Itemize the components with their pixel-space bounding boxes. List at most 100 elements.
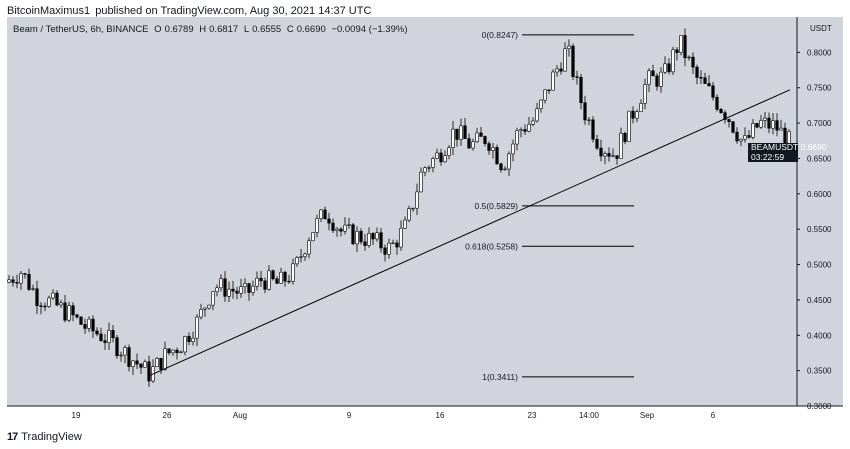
candle-body — [591, 119, 595, 140]
tradingview-logo-icon[interactable]: 17 — [7, 431, 18, 443]
x-tick-label: 14:00 — [579, 411, 600, 420]
candle-body — [239, 286, 243, 294]
candle — [639, 99, 643, 112]
candle — [167, 348, 171, 356]
y-tick-label: 0.5500 — [807, 225, 832, 234]
candle — [547, 89, 551, 95]
candle — [27, 268, 31, 291]
candle — [479, 126, 483, 137]
symbol-name[interactable]: Beam / TetherUS, 6h, BINANCE — [13, 24, 149, 35]
candle-body — [11, 279, 15, 283]
candle-body — [67, 305, 71, 321]
candle — [307, 237, 311, 259]
candle-body — [327, 218, 331, 224]
candle — [671, 46, 675, 76]
high-value: 0.6817 — [209, 24, 239, 35]
candle — [335, 227, 339, 237]
candle-body — [643, 84, 647, 104]
candle — [107, 322, 111, 350]
candle-body — [7, 279, 11, 283]
price-axis-background — [797, 17, 843, 406]
candle — [411, 207, 415, 212]
candle — [495, 144, 499, 165]
candle-body — [43, 305, 47, 308]
candle-body — [355, 230, 359, 245]
candle-body — [311, 232, 315, 242]
candle — [371, 232, 375, 245]
last-price-tag: BEAMUSDT 0.6690 03:22:59 — [748, 142, 827, 162]
candle-body — [51, 292, 55, 299]
candle-body — [743, 135, 747, 140]
candle-body — [583, 102, 587, 121]
candle — [751, 118, 755, 140]
candle-body — [687, 56, 691, 59]
candle — [531, 117, 535, 127]
candle — [347, 217, 351, 229]
candle — [315, 214, 319, 238]
candle-body — [123, 347, 127, 356]
candle-body — [115, 337, 119, 357]
candle-body — [631, 110, 635, 119]
candle — [63, 294, 67, 323]
candle-body — [611, 155, 615, 157]
candle — [127, 344, 131, 372]
candle — [279, 267, 283, 284]
brand-name[interactable]: TradingView — [21, 431, 82, 443]
author-name[interactable]: BitcoinMaximus1 — [7, 5, 91, 17]
candle — [635, 109, 639, 123]
candle — [579, 74, 583, 110]
candle — [507, 151, 511, 176]
candle-body — [111, 330, 115, 339]
candle — [175, 347, 179, 360]
candle-body — [183, 336, 187, 353]
candle-body — [703, 77, 707, 84]
candle — [283, 270, 287, 287]
candle — [691, 52, 695, 75]
candle-body — [647, 70, 651, 85]
candle-body — [735, 131, 739, 142]
candle-body — [275, 278, 279, 284]
candle-body — [251, 285, 255, 293]
candle-body — [367, 233, 371, 246]
tag-price: 0.6690 — [800, 142, 827, 152]
candle — [571, 43, 575, 80]
high-label: H — [199, 24, 207, 35]
candle — [623, 131, 627, 145]
candle — [567, 39, 571, 57]
candle — [563, 42, 567, 72]
candle — [19, 271, 23, 290]
candle — [483, 135, 487, 147]
candle-body — [555, 68, 559, 73]
candle-body — [15, 282, 19, 284]
candle-body — [119, 354, 123, 357]
published-text: published on TradingView.com, Aug 30, 20… — [95, 5, 372, 17]
candle — [703, 72, 707, 84]
x-tick-label: 9 — [347, 411, 352, 420]
candle-body — [199, 309, 203, 318]
candle — [383, 244, 387, 262]
candle-body — [135, 360, 139, 365]
candle-body — [283, 271, 287, 282]
candle-body — [147, 361, 151, 382]
candle-body — [607, 153, 611, 157]
candle — [399, 220, 403, 251]
candle — [499, 162, 503, 173]
candle — [223, 271, 227, 302]
candle — [647, 68, 651, 93]
candle-body — [335, 228, 339, 231]
candle-body — [475, 132, 479, 143]
candle-body — [447, 147, 451, 156]
candle-body — [47, 297, 51, 307]
candle-body — [671, 49, 675, 73]
candle-body — [399, 227, 403, 248]
candle — [467, 133, 471, 149]
low-value: 0.6555 — [252, 24, 282, 35]
x-tick-label: 16 — [436, 411, 445, 420]
candle — [443, 150, 447, 163]
candle — [435, 148, 439, 160]
candle-body — [739, 138, 743, 142]
candle-body — [207, 304, 211, 309]
candle — [183, 335, 187, 356]
candle-body — [667, 63, 671, 73]
